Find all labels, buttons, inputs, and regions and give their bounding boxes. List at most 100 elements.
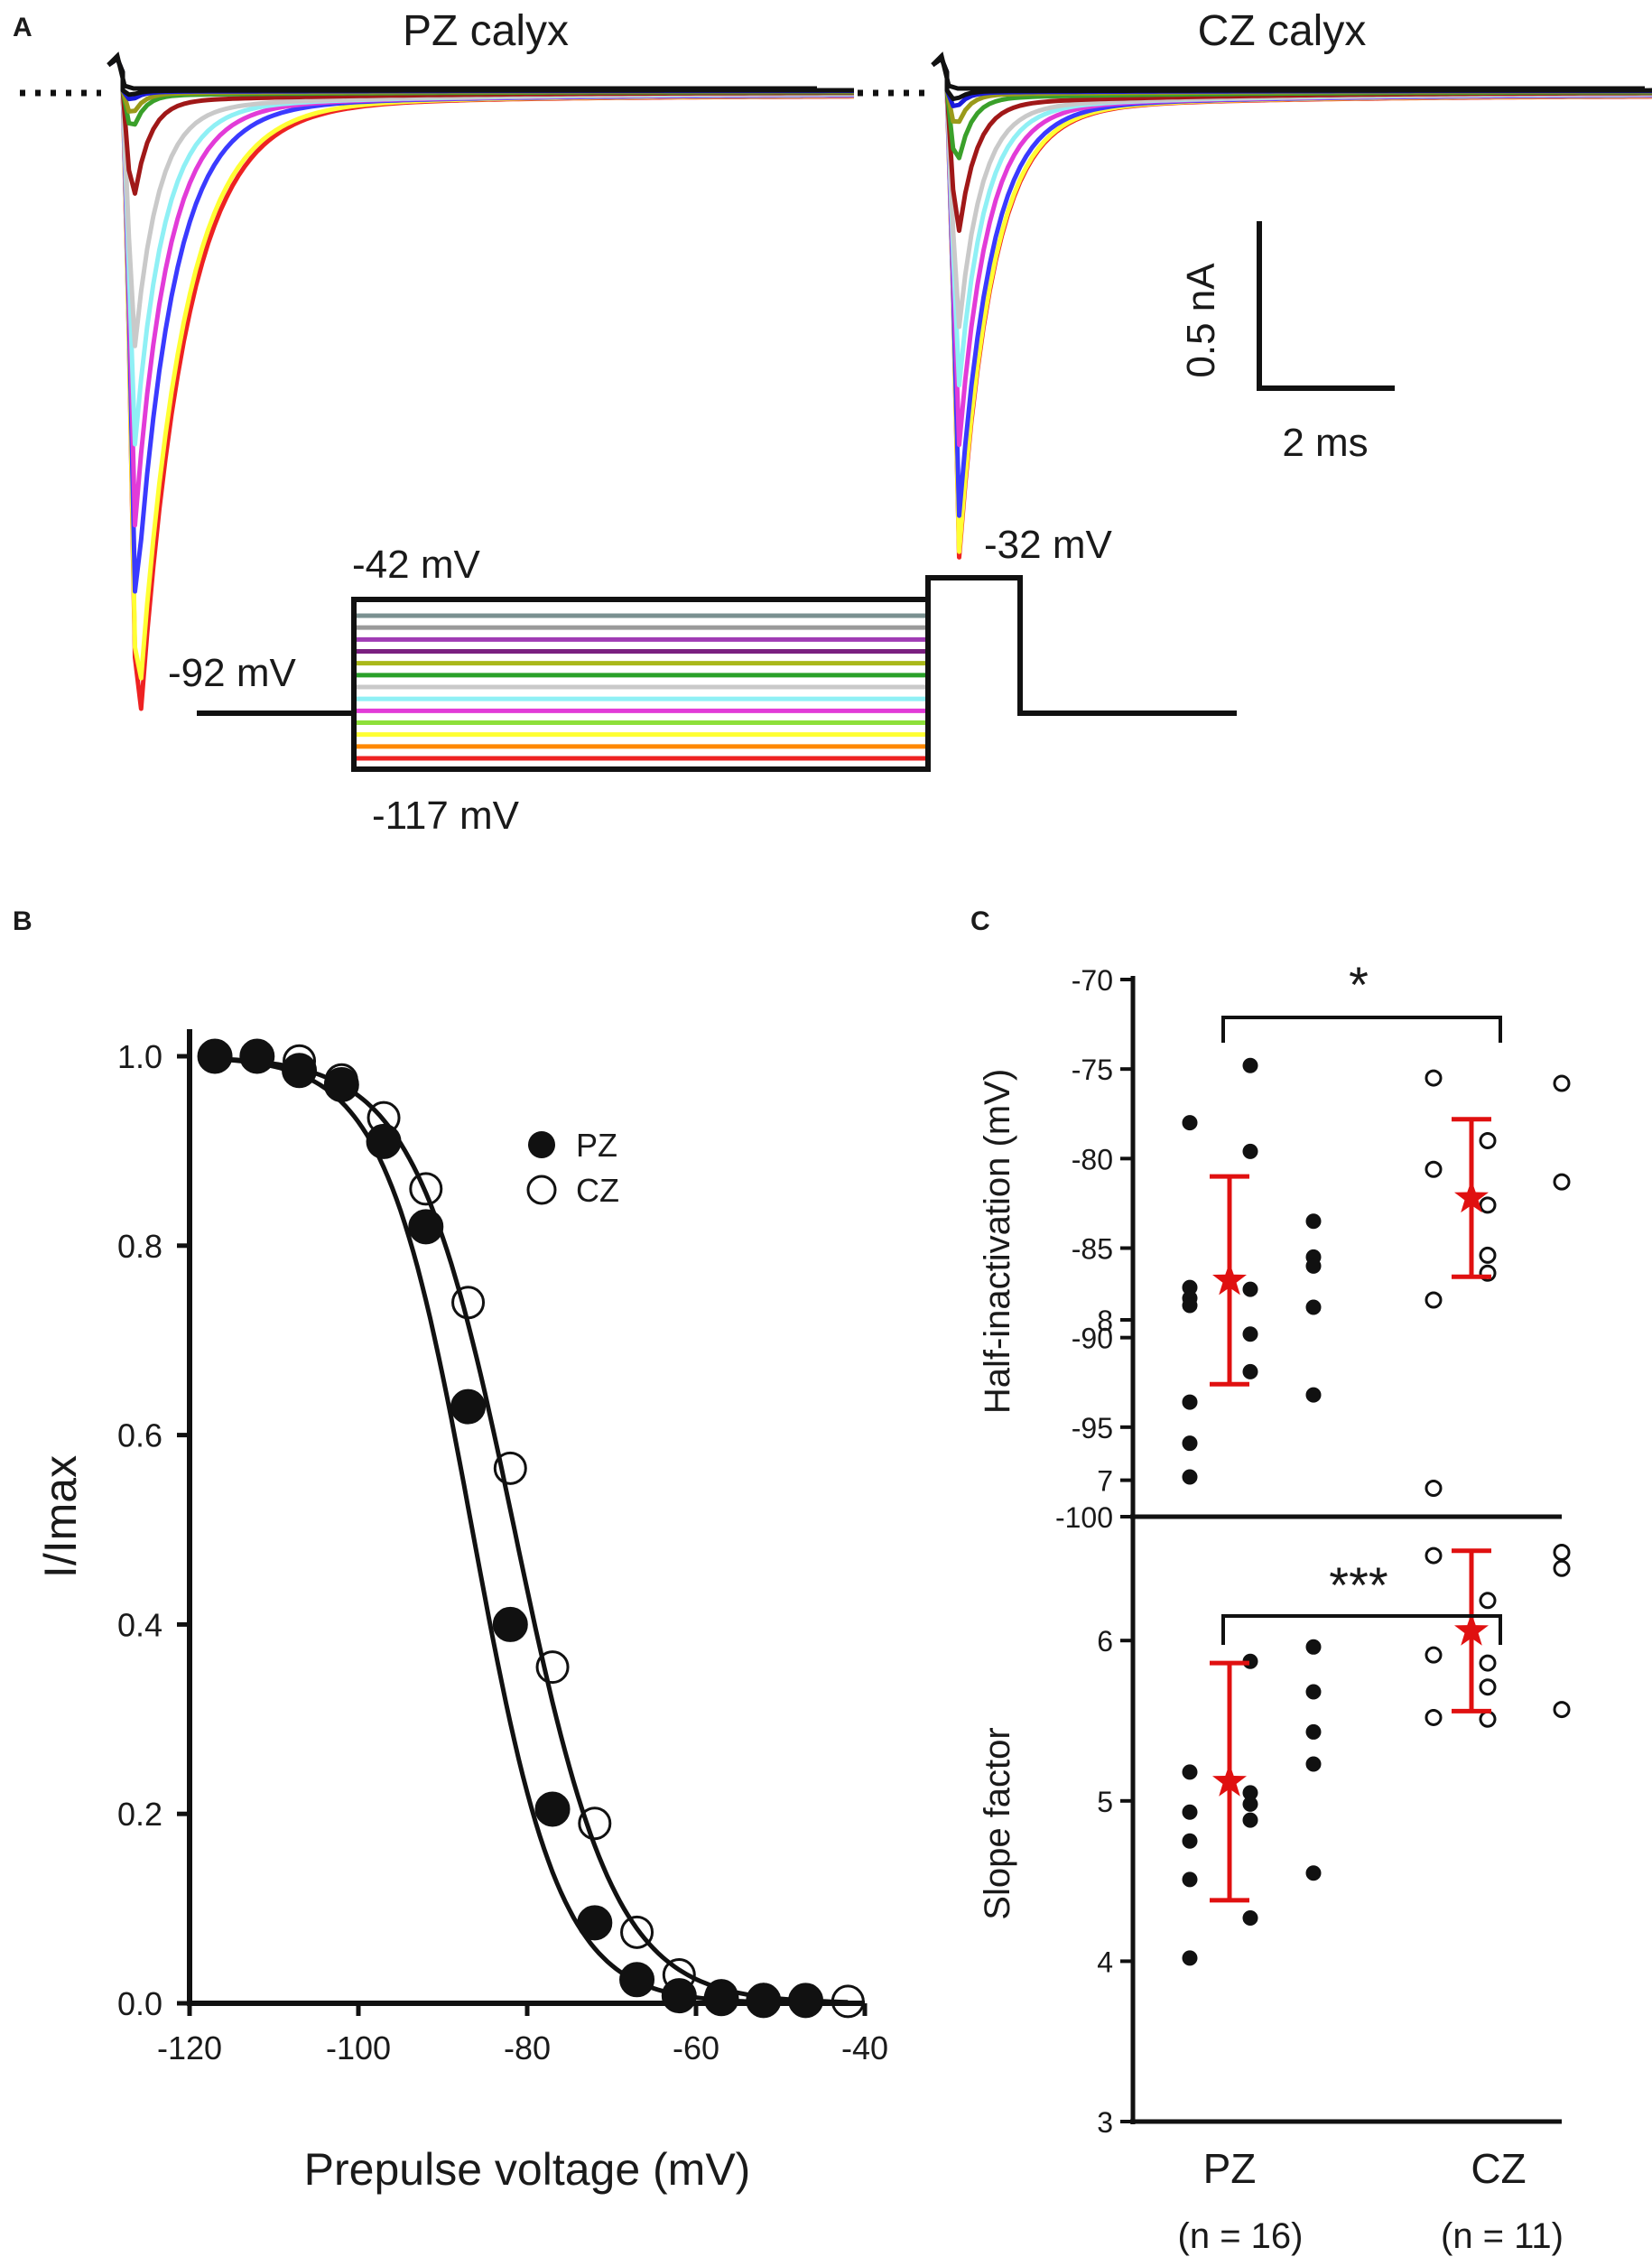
y-tick-label: 0.4 bbox=[117, 1606, 162, 1643]
category-n-pz: (n = 16) bbox=[1178, 2216, 1304, 2256]
panel-c-slope-factor: 3 4 5 6 7 8 bbox=[1097, 1305, 1571, 2139]
y-tick-label-bottom: 4 bbox=[1097, 1946, 1113, 1978]
x-tick-label: -40 bbox=[841, 2029, 888, 2066]
pz-current-trace bbox=[107, 56, 855, 447]
panel-c-bottom-significance: *** bbox=[1329, 1556, 1387, 1613]
point-cz bbox=[409, 1172, 443, 1206]
point-cz-bottom bbox=[1425, 1646, 1443, 1664]
point-cz bbox=[831, 1984, 865, 2019]
panel-a-letter: A bbox=[13, 13, 32, 42]
pz-current-trace bbox=[107, 56, 854, 196]
mean-star-cz-bottom bbox=[1454, 1612, 1489, 1646]
point-cz bbox=[535, 1650, 570, 1685]
point-cz-top bbox=[1479, 1246, 1497, 1264]
pz-current-trace bbox=[107, 56, 855, 528]
point-pz-top bbox=[1305, 1387, 1322, 1403]
point-cz-top bbox=[1553, 1173, 1571, 1191]
panel-a-title-cz: CZ calyx bbox=[1198, 7, 1367, 55]
y-tick-label-top: -100 bbox=[1055, 1501, 1113, 1534]
legend-cz-label: CZ bbox=[576, 1172, 619, 1209]
point-pz-top bbox=[1242, 1326, 1258, 1342]
point-pz-bottom bbox=[1182, 1804, 1198, 1820]
y-tick-label: 0.6 bbox=[117, 1417, 162, 1454]
panel-c: C -70 -75 -80 -85 -90 -95 -100 Half-inactivati… bbox=[970, 906, 1571, 2256]
y-tick-label-bottom: 7 bbox=[1097, 1465, 1113, 1498]
point-pz-top bbox=[1242, 1281, 1258, 1297]
category-label-cz: CZ bbox=[1471, 2145, 1526, 2192]
point-pz-bottom bbox=[1242, 1796, 1258, 1812]
x-tick-label: -100 bbox=[326, 2029, 391, 2066]
pz-baseline-trace bbox=[107, 51, 817, 91]
point-pz bbox=[746, 1983, 782, 2019]
point-pz-bottom bbox=[1182, 1871, 1198, 1888]
panel-c-half-inactivation: -70 -75 -80 -85 -90 -95 -100 bbox=[1055, 964, 1571, 1534]
panel-c-bottom-y-axis-title: Slope factor bbox=[978, 1727, 1017, 1919]
point-pz bbox=[450, 1388, 487, 1425]
point-cz-bottom bbox=[1553, 1701, 1571, 1719]
point-pz-bottom bbox=[1305, 1756, 1322, 1772]
point-cz-bottom bbox=[1479, 1592, 1497, 1610]
point-pz-bottom bbox=[1242, 1812, 1258, 1828]
cz-current-trace bbox=[931, 56, 1652, 388]
point-pz bbox=[323, 1066, 359, 1102]
point-pz-bottom bbox=[1182, 1764, 1198, 1780]
protocol-outline bbox=[197, 575, 1237, 716]
point-pz-bottom bbox=[1305, 1865, 1322, 1881]
point-cz-top bbox=[1553, 1074, 1571, 1092]
cz-current-trace bbox=[931, 56, 1652, 554]
protocol-bottom-label: -117 mV bbox=[372, 794, 520, 838]
protocol-lower-outline bbox=[351, 599, 931, 772]
point-cz-top bbox=[1479, 1132, 1497, 1149]
y-tick-label-top: -90 bbox=[1072, 1323, 1113, 1355]
fit-curve-cz bbox=[214, 1056, 849, 2005]
point-cz-bottom bbox=[1425, 1546, 1443, 1565]
point-cz bbox=[578, 1806, 612, 1841]
mean-star-pz-bottom bbox=[1212, 1763, 1247, 1797]
y-tick-label: 0.8 bbox=[117, 1228, 162, 1265]
y-tick-label: 1.0 bbox=[117, 1038, 162, 1075]
point-cz-bottom bbox=[1479, 1710, 1497, 1728]
point-pz-top bbox=[1182, 1435, 1198, 1452]
scale-bar-time-label: 2 ms bbox=[1282, 421, 1368, 465]
point-pz bbox=[408, 1209, 444, 1245]
point-pz-top bbox=[1242, 1363, 1258, 1379]
panel-b-ticks: -120 -100 -80 -60 -40 0.0 0.2 0.4 0.6 0.8 1.0 bbox=[117, 1038, 888, 2066]
legend-pz-label: PZ bbox=[576, 1127, 617, 1164]
cz-current-trace bbox=[931, 56, 1652, 560]
point-pz bbox=[492, 1606, 528, 1642]
panel-b-x-axis-title: Prepulse voltage (mV) bbox=[304, 2144, 751, 2195]
point-cz-top bbox=[1425, 1069, 1443, 1087]
point-cz-bottom bbox=[1553, 1559, 1571, 1577]
panel-b-y-axis-title: I/Imax bbox=[35, 1455, 86, 1578]
panel-c-top-significance: * bbox=[1349, 956, 1369, 1013]
point-pz bbox=[661, 1978, 697, 2014]
y-tick-label-top: -70 bbox=[1072, 964, 1113, 997]
panel-c-top-y-axis-title: Half-inactivation (mV) bbox=[978, 1069, 1017, 1414]
scale-bar-current-label: 0.5 nA bbox=[1179, 263, 1223, 378]
panel-b-axes bbox=[187, 1029, 865, 2006]
y-tick-label-bottom: 8 bbox=[1097, 1305, 1113, 1337]
point-pz-top bbox=[1305, 1258, 1322, 1274]
scale-bar bbox=[1257, 221, 1395, 391]
panel-b-fit-curves bbox=[214, 1056, 849, 2006]
y-tick-label: 0.0 bbox=[117, 1985, 162, 2022]
point-cz-top bbox=[1479, 1196, 1497, 1214]
protocol-hold-label: -92 mV bbox=[168, 651, 296, 695]
y-tick-label-top: -80 bbox=[1072, 1143, 1113, 1175]
legend-cz-marker bbox=[526, 1175, 557, 1205]
point-pz-bottom bbox=[1182, 1950, 1198, 1966]
cz-baseline-trace bbox=[931, 51, 1645, 91]
pz-current-trace bbox=[107, 56, 854, 114]
mean-star-cz-top bbox=[1454, 1180, 1489, 1213]
mean-star-pz-top bbox=[1212, 1262, 1247, 1296]
point-pz bbox=[197, 1038, 233, 1074]
point-pz-bottom bbox=[1242, 1909, 1258, 1926]
point-cz bbox=[451, 1286, 486, 1320]
point-pz-bottom bbox=[1305, 1639, 1322, 1655]
pz-current-trace bbox=[107, 56, 855, 594]
point-cz-bottom bbox=[1479, 1654, 1497, 1672]
point-cz bbox=[620, 1915, 654, 1949]
point-pz-bottom bbox=[1182, 1833, 1198, 1849]
point-pz bbox=[788, 1983, 824, 2019]
